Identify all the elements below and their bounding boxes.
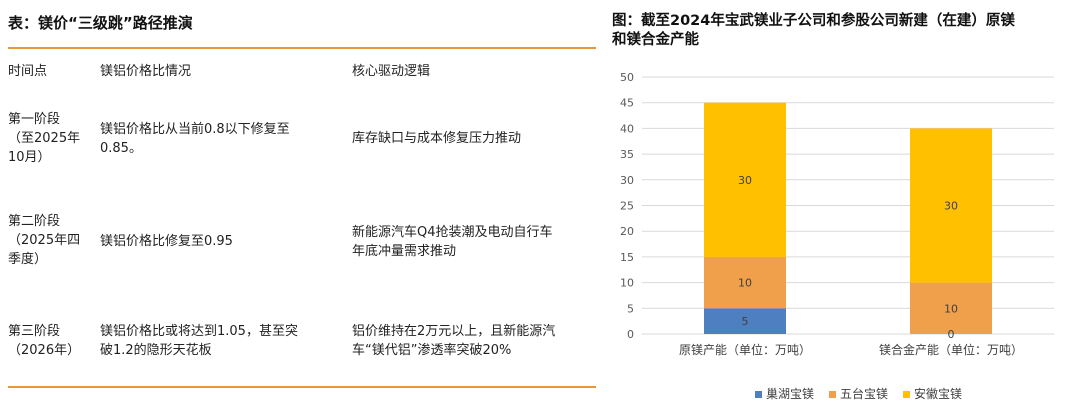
data-label: 0 [948,328,955,341]
row1-logic: 库存缺口与成本修复压力推动 [352,131,522,146]
legend-swatch [903,391,910,398]
path-table: 表：镁价“三级跳”路径推演 时间点 镁铝价格比情况 核心驱动逻辑 第一阶段 （至… [8,0,596,409]
x-category-label: 原镁产能（单位：万吨） [679,342,811,357]
legend-swatch [829,391,836,398]
y-tick-label: 40 [620,122,634,135]
row1-ratio: 镁铝价格比从当前0.8以下修复至 0.85。 [100,122,290,156]
data-label: 10 [944,302,958,315]
row2-time: 第二阶段 （2025年四 季度） [8,214,81,267]
row2-ratio: 镁铝价格比修复至0.95 [100,234,233,249]
capacity-chart-panel: 图：截至2024年宝武镁业子公司和参股公司新建（在建）原镁 和镁合金产能 0 5 10… [612,0,1080,409]
bar-segment [910,282,992,334]
row3-time: 第三阶段 （2026年） [8,324,81,358]
legend-label: 五台宝镁 [840,386,888,401]
row3-logic: 铝价维持在2万元以上，且新能源汽 车“镁代铝”渗透率突破20% [352,324,556,358]
table-top-rule [8,47,596,49]
legend-swatch [755,391,762,398]
data-label: 30 [944,200,958,213]
bar-segment [704,102,786,257]
y-tick-label: 50 [620,71,634,84]
y-tick-label: 25 [620,200,634,213]
row2-logic: 新能源汽车Q4抢装潮及电动自行车 年底冲量需求推动 [352,225,553,259]
bar-segment [704,308,786,334]
y-tick-label: 0 [627,328,634,341]
header-time: 时间点 [8,64,48,79]
chart-title: 图：截至2024年宝武镁业子公司和参股公司新建（在建）原镁 和镁合金产能 [612,13,1015,48]
x-category-label: 镁合金产能（单位：万吨） [879,342,1023,357]
row3-ratio: 镁铝价格比或将达到1.05，甚至突 破1.2的隐形天花板 [100,324,298,358]
y-tick-label: 35 [620,148,634,161]
table-title: 表：镁价“三级跳”路径推演 [8,14,193,32]
capacity-chart: 0 5 10 15 20 25 30 35 40 45 50 5 10 30 原镁产能（单位：万吨） 10 30… [620,71,1054,401]
y-tick-label: 10 [620,277,634,290]
row1-time: 第一阶段 （至2025年 10月） [8,112,81,165]
header-logic: 核心驱动逻辑 [352,64,431,79]
data-label: 10 [738,277,752,290]
legend-label: 巢湖宝镁 [766,386,814,401]
bar-segment [910,128,992,283]
data-label: 5 [742,315,749,328]
data-label: 30 [738,174,752,187]
y-tick-label: 15 [620,251,634,264]
bar-segment [704,256,786,309]
header-ratio: 镁铝价格比情况 [100,64,192,79]
y-tick-label: 20 [620,225,634,238]
legend-label: 安徽宝镁 [914,386,962,401]
table-bottom-rule [8,386,596,388]
y-tick-label: 45 [620,97,634,110]
y-tick-label: 30 [620,174,634,187]
y-tick-label: 5 [627,302,634,315]
